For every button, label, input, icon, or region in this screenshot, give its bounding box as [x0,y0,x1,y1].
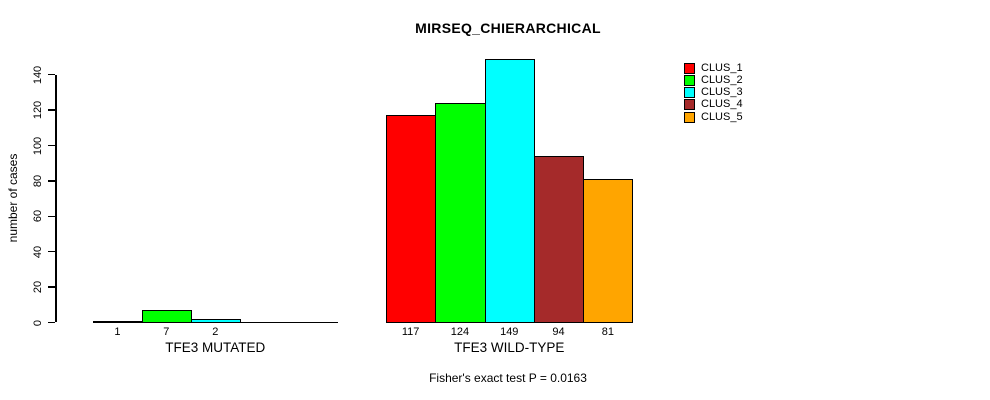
y-axis-tick [48,215,55,218]
bar-value-label: 94 [552,326,565,338]
bar-clus_5-wildtype [583,179,634,324]
y-axis-tick-label: 140 [32,65,44,84]
chart-title: MIRSEQ_CHIERARCHICAL [415,20,601,36]
bar-value-label: 117 [401,326,420,338]
y-axis-tick-label: 100 [32,136,44,155]
y-axis-tick-label: 80 [32,174,44,188]
legend-swatch-clus_5 [684,111,695,123]
bar-value-label: 149 [500,326,519,338]
legend-label: CLUS_1 [701,61,743,74]
y-axis-tick-label: 20 [32,280,44,294]
group-label-wildtype: TFE3 WILD-TYPE [454,339,565,355]
legend-swatch-clus_3 [684,87,695,99]
bar-value-label: 124 [450,326,470,338]
legend-swatch-clus_4 [684,99,695,111]
y-axis-tick [48,144,55,147]
bar-value-label: 81 [601,326,614,338]
group-label-mutated: TFE3 MUTATED [165,339,266,355]
legend-label: CLUS_4 [701,98,743,111]
y-axis-tick [48,286,55,288]
y-axis-tick [48,250,55,253]
bar-clus_3-wildtype [484,58,535,324]
legend-label: CLUS_2 [701,73,743,86]
y-axis-tick-label: 0 [32,319,44,326]
bar-value-label: 1 [114,326,121,338]
bar-clus_1-mutated [93,320,143,324]
bar-clus_2-wildtype [435,103,486,324]
legend-swatch-clus_1 [684,62,695,74]
bar-clus_4-wildtype [533,156,585,324]
y-axis-tick [48,180,55,182]
y-axis-tick [48,321,55,324]
bar-value-label: 7 [163,326,170,338]
y-axis-tick-label: 120 [32,100,44,120]
bar-clus_2-mutated [141,310,192,324]
legend-label: CLUS_5 [701,110,743,123]
y-axis-line [55,74,57,323]
bar-clus_1-wildtype [386,115,437,324]
legend-label: CLUS_3 [701,86,743,99]
bar-value-label: 2 [212,326,219,338]
y-axis-tick-label: 60 [32,210,44,223]
y-axis-tick-label: 40 [32,245,44,258]
legend-swatch-clus_2 [684,74,695,86]
fisher-test-annotation: Fisher's exact test P = 0.0163 [429,371,587,385]
bar-clus_3-mutated [190,318,241,324]
y-axis-tick [48,109,55,111]
y-axis-title: number of cases [6,153,20,243]
y-axis-tick [48,73,55,76]
